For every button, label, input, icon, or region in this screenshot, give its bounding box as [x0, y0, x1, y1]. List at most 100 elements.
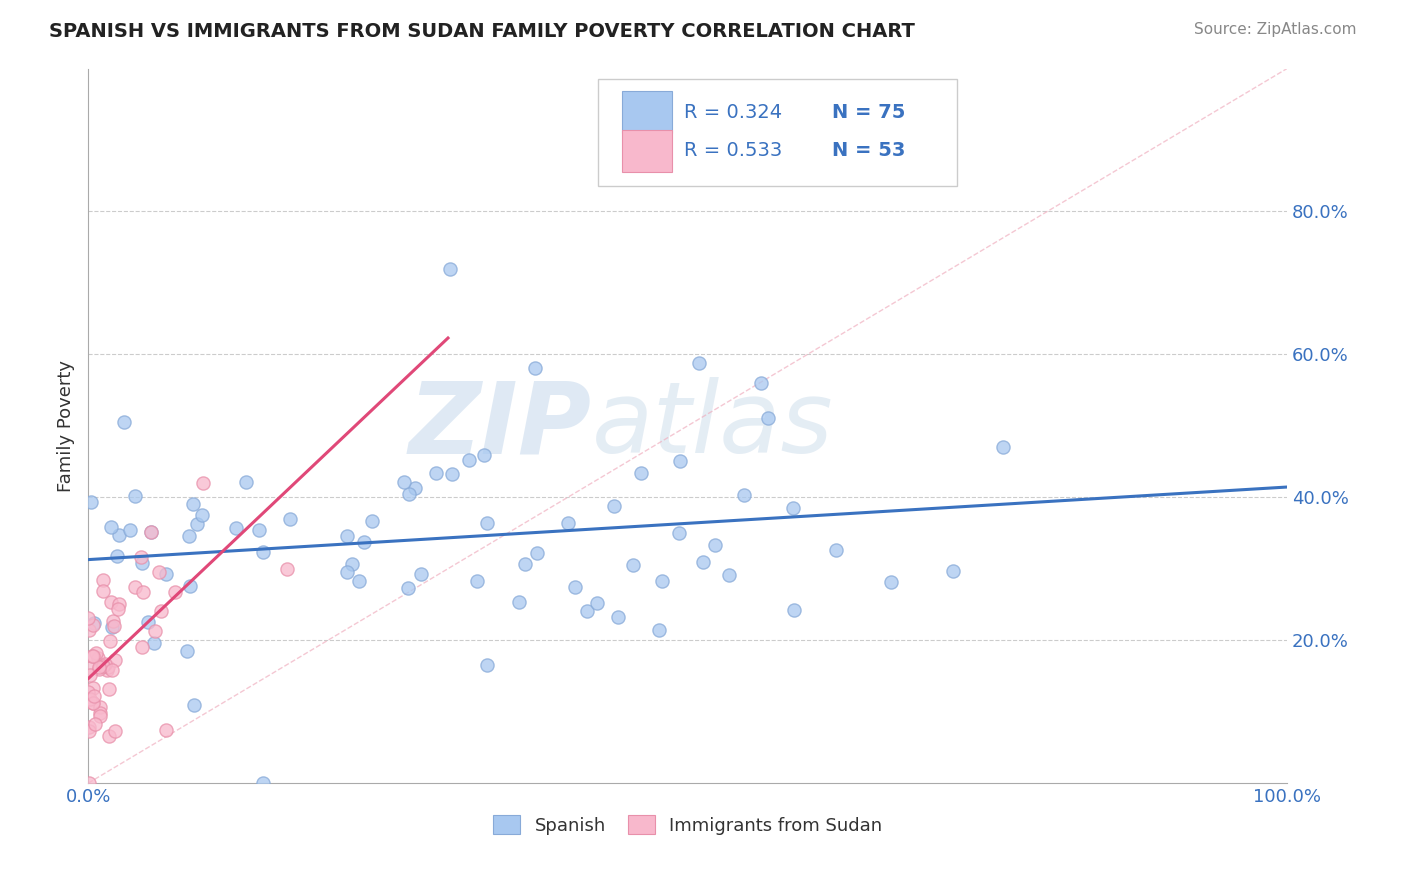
Point — [398, 487, 420, 501]
Point — [87, 651, 110, 665]
Text: SPANISH VS IMMIGRANTS FROM SUDAN FAMILY POVERTY CORRELATION CHART: SPANISH VS IMMIGRANTS FROM SUDAN FAMILY … — [49, 22, 915, 41]
Point — [77, 684, 100, 698]
Point — [163, 585, 186, 599]
Point — [101, 614, 124, 628]
Point — [82, 696, 104, 710]
Point — [349, 574, 371, 588]
Point — [141, 524, 163, 539]
Point — [360, 514, 382, 528]
Text: N = 75: N = 75 — [831, 103, 905, 121]
Point — [100, 520, 122, 534]
Point — [103, 619, 125, 633]
Point — [136, 615, 159, 629]
Point — [79, 691, 101, 706]
Point — [621, 558, 644, 573]
Point — [585, 596, 607, 610]
Point — [155, 723, 177, 737]
Legend: Spanish, Immigrants from Sudan: Spanish, Immigrants from Sudan — [494, 815, 883, 835]
Point — [98, 634, 121, 648]
Point — [440, 467, 463, 481]
Point — [80, 494, 103, 508]
Point — [756, 410, 779, 425]
Point — [692, 555, 714, 569]
Point — [104, 653, 127, 667]
Point — [89, 659, 111, 673]
Point — [404, 481, 426, 495]
Point — [993, 440, 1015, 454]
Text: ZIP: ZIP — [409, 377, 592, 475]
Point — [340, 557, 363, 571]
Point — [118, 523, 141, 537]
Point — [77, 611, 100, 625]
Point — [942, 565, 965, 579]
Point — [83, 616, 105, 631]
Point — [101, 663, 124, 677]
Point — [84, 646, 107, 660]
Point — [93, 657, 115, 671]
Point — [782, 500, 804, 515]
Point — [191, 508, 214, 522]
Point — [131, 585, 153, 599]
Text: R = 0.533: R = 0.533 — [685, 141, 801, 161]
Point — [252, 776, 274, 790]
Point — [181, 497, 204, 511]
Point — [179, 528, 201, 542]
Point — [526, 546, 548, 560]
Point — [77, 719, 100, 733]
Point — [84, 717, 107, 731]
Point — [717, 568, 740, 582]
Point — [335, 529, 357, 543]
Point — [475, 516, 498, 531]
Point — [89, 709, 111, 723]
FancyBboxPatch shape — [598, 79, 957, 186]
Point — [176, 644, 198, 658]
Point — [396, 582, 419, 596]
Point — [79, 661, 101, 675]
Text: N = 53: N = 53 — [831, 141, 905, 161]
Point — [89, 706, 111, 720]
Point — [394, 475, 416, 489]
Point — [704, 538, 727, 552]
FancyBboxPatch shape — [621, 129, 672, 172]
Point — [353, 535, 375, 549]
Point — [193, 475, 215, 490]
Point — [129, 550, 152, 565]
Point — [139, 524, 162, 539]
Point — [101, 620, 124, 634]
Point — [82, 697, 104, 711]
Y-axis label: Family Poverty: Family Poverty — [58, 359, 75, 491]
Point — [149, 605, 172, 619]
Point — [276, 561, 298, 575]
Point — [82, 617, 104, 632]
Point — [155, 567, 177, 582]
Point — [112, 415, 135, 429]
Text: Source: ZipAtlas.com: Source: ZipAtlas.com — [1194, 22, 1357, 37]
Point — [733, 488, 755, 502]
Point — [186, 516, 208, 531]
Point — [124, 489, 146, 503]
Point — [105, 549, 128, 564]
Point — [98, 729, 121, 743]
Point — [82, 681, 104, 695]
Point — [131, 640, 153, 654]
Text: R = 0.324: R = 0.324 — [685, 103, 801, 121]
Point — [77, 724, 100, 739]
Point — [91, 573, 114, 587]
Point — [465, 574, 488, 588]
Point — [225, 521, 247, 535]
Point — [82, 648, 104, 663]
Point — [879, 574, 901, 589]
Point — [688, 356, 710, 370]
Point — [475, 657, 498, 672]
Point — [143, 624, 166, 639]
Point — [782, 602, 804, 616]
Point — [89, 699, 111, 714]
Point — [439, 261, 461, 276]
Point — [108, 597, 131, 611]
Point — [630, 467, 652, 481]
Point — [603, 500, 626, 514]
Point — [425, 466, 447, 480]
Point — [472, 448, 495, 462]
Point — [336, 565, 359, 579]
Point — [83, 689, 105, 703]
